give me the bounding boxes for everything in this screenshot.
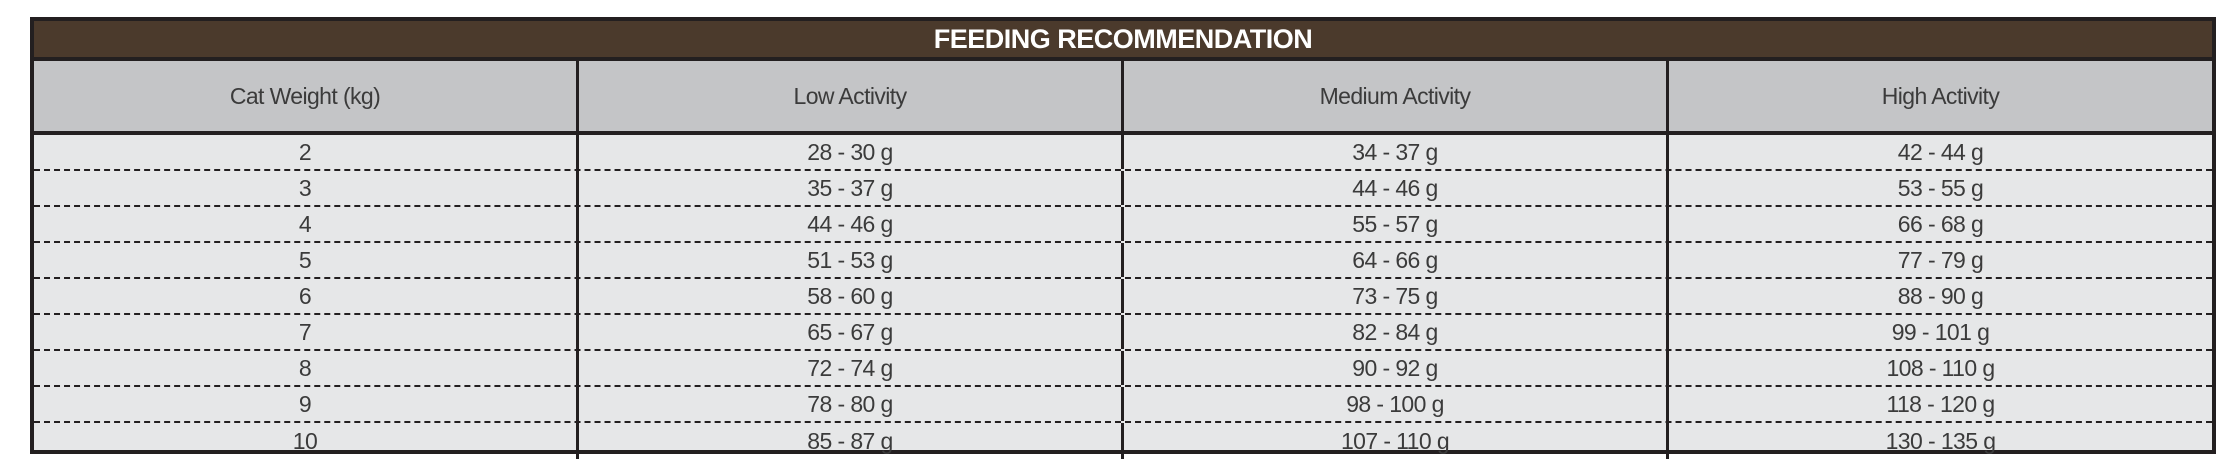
high-activity-cell: 88 - 90 g [1897,282,1984,309]
table-row: 3 35 - 37 g 44 - 46 g 53 - 55 g [34,171,2212,207]
medium-activity-cell: 34 - 37 g [1124,135,1669,169]
column-header-medium-activity: Medium Activity [1124,61,1669,131]
cat-weight-cell: 9 [34,387,579,421]
low-activity-cell: 44 - 46 g [579,207,1124,241]
table-title: FEEDING RECOMMENDATION [34,21,2212,61]
high-activity-cell: 118 - 120 g [1886,390,1995,417]
cat-weight-cell: 10 [34,423,579,459]
cat-weight-cell: 5 [34,243,579,277]
low-activity-cell: 51 - 53 g [579,243,1124,277]
table-row: 9 78 - 80 g 98 - 100 g 118 - 120 g [34,387,2212,423]
table-row: 8 72 - 74 g 90 - 92 g 108 - 110 g [34,351,2212,387]
low-activity-cell: 58 - 60 g [579,279,1124,313]
cat-weight-cell: 7 [34,315,579,349]
cat-weight-cell: 6 [34,279,579,313]
cat-weight-cell: 3 [34,171,579,205]
column-header-low-activity: Low Activity [579,61,1124,131]
medium-activity-cell: 44 - 46 g [1124,171,1669,205]
table-header-row: Cat Weight (kg) Low Activity Medium Acti… [34,61,2212,135]
low-activity-cell: 28 - 30 g [579,135,1124,169]
table-row: 10 85 - 87 g 107 - 110 g 130 - 135 g [34,423,2212,459]
low-activity-cell: 72 - 74 g [579,351,1124,385]
table-row: 5 51 - 53 g 64 - 66 g 77 - 79 g [34,243,2212,279]
high-activity-cell: 66 - 68 g [1897,210,1984,237]
feeding-recommendation-table: FEEDING RECOMMENDATION Cat Weight (kg) L… [30,17,2216,459]
high-activity-cell: 130 - 135 g [1885,427,1996,454]
column-header-high-activity: High Activity [1881,82,2000,109]
high-activity-cell: 53 - 55 g [1897,174,1984,201]
high-activity-cell: 42 - 44 g [1897,138,1984,165]
medium-activity-cell: 107 - 110 g [1124,423,1669,459]
high-activity-cell: 99 - 101 g [1891,318,1990,345]
table-row: 2 28 - 30 g 34 - 37 g 42 - 44 g [34,135,2212,171]
table-row: 7 65 - 67 g 82 - 84 g 99 - 101 g [34,315,2212,351]
medium-activity-cell: 90 - 92 g [1124,351,1669,385]
high-activity-cell: 108 - 110 g [1886,354,1995,381]
low-activity-cell: 78 - 80 g [579,387,1124,421]
cat-weight-cell: 8 [34,351,579,385]
table-body: 2 28 - 30 g 34 - 37 g 42 - 44 g 3 35 - 3… [34,135,2212,459]
medium-activity-cell: 73 - 75 g [1124,279,1669,313]
low-activity-cell: 65 - 67 g [579,315,1124,349]
medium-activity-cell: 64 - 66 g [1124,243,1669,277]
medium-activity-cell: 55 - 57 g [1124,207,1669,241]
medium-activity-cell: 82 - 84 g [1124,315,1669,349]
low-activity-cell: 35 - 37 g [579,171,1124,205]
column-header-cat-weight: Cat Weight (kg) [34,61,579,131]
low-activity-cell: 85 - 87 g [579,423,1124,459]
medium-activity-cell: 98 - 100 g [1124,387,1669,421]
table-row: 6 58 - 60 g 73 - 75 g 88 - 90 g [34,279,2212,315]
high-activity-cell: 77 - 79 g [1897,246,1984,273]
table-row: 4 44 - 46 g 55 - 57 g 66 - 68 g [34,207,2212,243]
cat-weight-cell: 4 [34,207,579,241]
cat-weight-cell: 2 [34,135,579,169]
